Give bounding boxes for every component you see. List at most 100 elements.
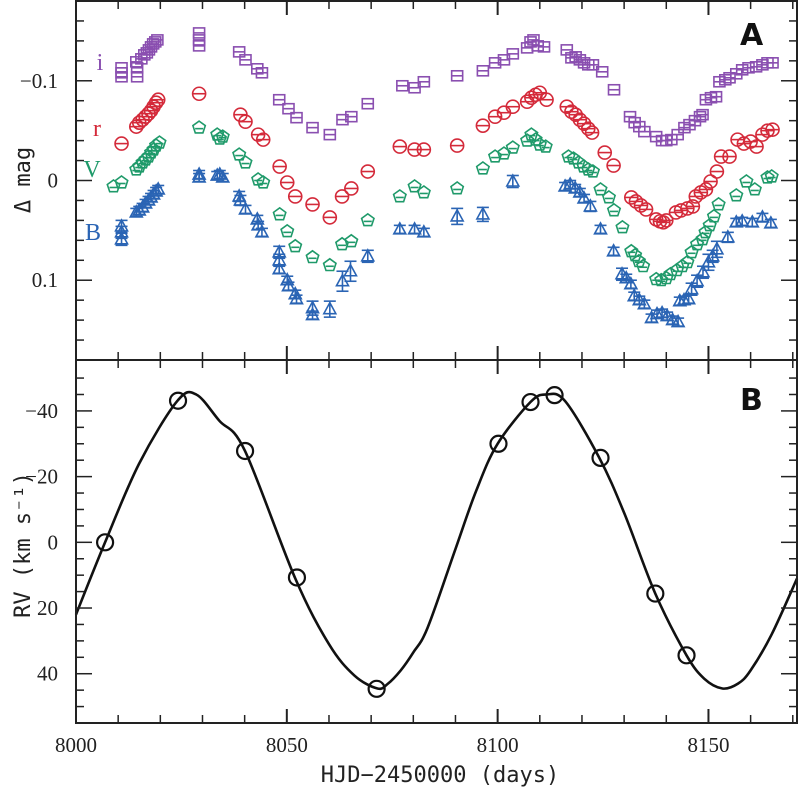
data-point-B bbox=[637, 295, 652, 310]
data-point-i bbox=[723, 71, 736, 84]
data-point-V bbox=[635, 258, 651, 273]
data-point-r bbox=[760, 123, 775, 138]
data-point-r bbox=[709, 164, 725, 179]
data-point-B bbox=[644, 309, 659, 324]
data-point-B bbox=[392, 221, 408, 235]
data-point-V bbox=[256, 175, 271, 189]
rv-data-point bbox=[591, 448, 610, 467]
pentagon-marker bbox=[520, 133, 535, 147]
data-point-B bbox=[593, 221, 608, 235]
pentagon-marker bbox=[538, 139, 553, 153]
panel-b-y-tick-label: −40 bbox=[25, 399, 58, 423]
data-point-i bbox=[506, 48, 520, 60]
data-point-V bbox=[129, 162, 144, 176]
data-point-B bbox=[695, 264, 711, 280]
data-point-r bbox=[685, 199, 701, 214]
data-point-V bbox=[615, 219, 630, 234]
data-point-B bbox=[623, 276, 639, 290]
data-point-B bbox=[763, 215, 779, 229]
data-point-i bbox=[361, 97, 375, 110]
panel-b-y-tick-label: 40 bbox=[37, 662, 58, 686]
data-point-r bbox=[698, 182, 714, 197]
pentagon-marker bbox=[322, 257, 337, 272]
rv-data-point bbox=[646, 584, 665, 603]
data-point-r bbox=[658, 213, 674, 228]
pentagon-marker bbox=[528, 132, 543, 146]
x-tick-label: 8100 bbox=[477, 733, 519, 757]
pentagon-marker bbox=[532, 137, 547, 151]
panel-b-y-tick-label: 20 bbox=[37, 596, 58, 620]
data-point-i bbox=[735, 64, 749, 76]
data-point-B bbox=[287, 286, 303, 300]
data-point-V bbox=[585, 164, 601, 178]
data-point-i bbox=[709, 90, 723, 103]
data-point-B bbox=[583, 198, 598, 213]
data-point-r bbox=[597, 145, 613, 160]
data-point-r bbox=[114, 136, 129, 151]
data-point-V bbox=[344, 233, 359, 248]
data-point-V bbox=[520, 133, 535, 147]
pentagon-marker bbox=[272, 206, 287, 221]
data-point-i bbox=[531, 40, 544, 52]
data-point-B bbox=[360, 248, 376, 264]
pentagon-marker bbox=[238, 155, 253, 169]
data-point-r bbox=[279, 175, 295, 190]
pentagon-marker bbox=[450, 181, 465, 195]
pentagon-marker bbox=[475, 161, 491, 175]
pentagon-marker bbox=[212, 131, 227, 145]
data-point-i bbox=[623, 110, 637, 123]
data-point-V bbox=[706, 208, 722, 223]
pentagon-marker bbox=[256, 175, 271, 189]
data-point-r bbox=[334, 189, 350, 204]
data-point-i bbox=[586, 59, 600, 71]
panel-a-light-curves: i rV B bbox=[83, 27, 780, 328]
data-point-V bbox=[322, 257, 337, 272]
rv-fit-curve bbox=[74, 390, 799, 691]
data-point-i bbox=[323, 128, 337, 141]
data-point-B bbox=[576, 190, 592, 204]
rv-data-point bbox=[287, 568, 307, 587]
data-point-i bbox=[671, 128, 684, 141]
data-point-i bbox=[408, 81, 421, 94]
pentagon-marker bbox=[702, 217, 717, 232]
data-point-V bbox=[606, 202, 622, 217]
panel-b-letter: B bbox=[740, 383, 763, 418]
data-point-i bbox=[272, 93, 286, 106]
pentagon-marker bbox=[129, 162, 144, 176]
data-point-B bbox=[744, 214, 760, 228]
rv-data-point bbox=[677, 646, 696, 665]
data-point-B bbox=[407, 221, 422, 235]
series-r-band bbox=[114, 85, 780, 230]
data-point-i bbox=[497, 54, 511, 66]
pentagon-marker bbox=[698, 224, 713, 239]
data-point-V bbox=[305, 249, 320, 264]
data-point-r bbox=[255, 132, 271, 147]
rv-data-point bbox=[235, 441, 255, 461]
data-point-B bbox=[720, 229, 736, 244]
pentagon-marker bbox=[764, 169, 779, 183]
panel-a-y-tick-label: 0 bbox=[48, 169, 59, 193]
pentagon-marker bbox=[305, 249, 320, 264]
data-point-B bbox=[416, 224, 432, 238]
panel-b-y-tick-label: 0 bbox=[48, 530, 59, 554]
data-point-V bbox=[360, 212, 375, 227]
pentagon-marker bbox=[689, 236, 705, 251]
pentagon-marker bbox=[695, 231, 710, 246]
data-point-V bbox=[272, 206, 287, 221]
pentagon-marker bbox=[288, 238, 303, 253]
data-point-i bbox=[192, 34, 206, 46]
pentagon-marker bbox=[635, 258, 651, 273]
x-axis-title: HJD−2450000 (days) bbox=[321, 763, 559, 788]
panel-b-y-axis-title: RV (km s⁻¹) bbox=[11, 472, 36, 618]
data-point-B bbox=[343, 260, 358, 283]
data-point-V bbox=[764, 169, 779, 183]
data-point-B bbox=[150, 181, 166, 195]
series-B-band bbox=[114, 166, 779, 328]
x-tick-label: 8000 bbox=[55, 733, 97, 757]
data-point-i bbox=[595, 66, 609, 78]
data-point-i bbox=[628, 116, 641, 129]
data-point-i bbox=[255, 67, 269, 79]
pentagon-marker bbox=[392, 189, 407, 203]
data-point-r bbox=[272, 159, 287, 174]
data-point-V bbox=[601, 190, 617, 204]
